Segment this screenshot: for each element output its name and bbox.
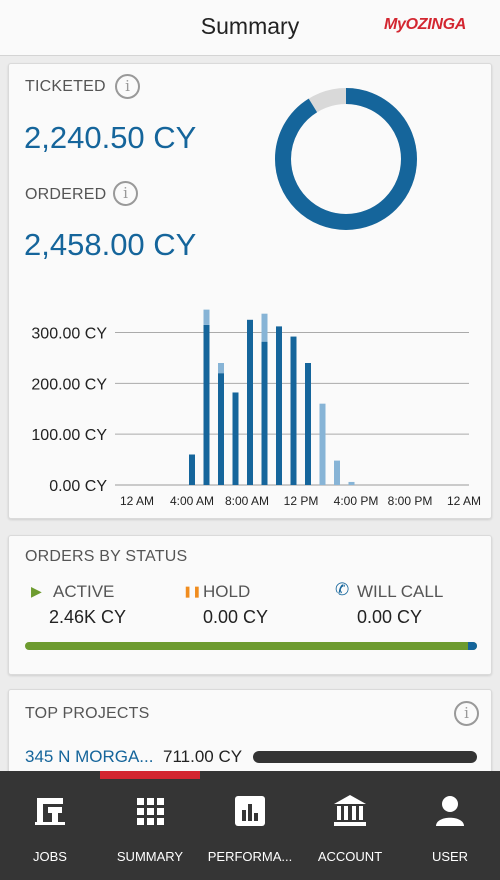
hourly-bar-chart: 0.00 CY 100.00 CY 200.00 CY 300.00 CY 12 AM 4…: [31, 309, 481, 508]
bar-chart-icon: [235, 796, 265, 826]
nav-account[interactable]: ACCOUNT: [300, 771, 400, 880]
nav-user-label: USER: [431, 849, 469, 864]
status-active-label: ACTIVE: [53, 582, 115, 601]
status-progress-bar: [25, 642, 477, 650]
top-projects-info-icon[interactable]: i: [454, 701, 479, 726]
y-tick-label: 200.00 CY: [31, 376, 107, 393]
ordered-value: 2,458.00 CY: [24, 227, 197, 262]
jobs-icon: [35, 798, 65, 825]
ticketed-ordered-donut: [275, 88, 417, 230]
nav-user[interactable]: USER: [400, 771, 500, 880]
phone-icon: ✆: [335, 580, 350, 599]
ticketed-value: 2,240.50 CY: [24, 120, 197, 155]
nav-jobs-label: JOBS: [33, 849, 67, 864]
bar-ticketed: [261, 341, 268, 485]
bar-ticketed: [203, 324, 210, 485]
x-tick-label: 8:00 AM: [225, 494, 269, 508]
summary-card: TICKETED i 2,240.50 CY ORDERED i 2,458.0…: [8, 63, 492, 519]
status-hold-value: 0.00 CY: [203, 607, 269, 627]
nav-jobs[interactable]: JOBS: [0, 771, 100, 880]
ordered-label: ORDERED: [25, 186, 107, 203]
x-tick-label: 4:00 PM: [334, 494, 379, 508]
status-will-call-label: WILL CALL: [357, 582, 444, 601]
grid-icon: [137, 798, 164, 825]
orders-by-status-card: ORDERS BY STATUS ▶ ACTIVE 2.46K CY ❚❚ HO…: [8, 535, 492, 675]
x-tick-label: 8:00 PM: [388, 494, 433, 508]
bar-ticketed: [276, 326, 282, 485]
status-will-call-value: 0.00 CY: [357, 607, 423, 627]
status-hold-label: HOLD: [203, 582, 251, 601]
nav-active-indicator: [100, 771, 200, 779]
nav-summary[interactable]: SUMMARY: [100, 771, 200, 880]
bar-ordered-remaining: [348, 481, 355, 485]
bar-ticketed: [290, 336, 297, 485]
project-bar: [253, 751, 477, 763]
top-projects-title: TOP PROJECTS: [25, 705, 150, 722]
bar-ordered-remaining: [218, 363, 224, 374]
y-tick-label: 0.00 CY: [49, 478, 107, 495]
myozinga-logo: MyOZINGA: [383, 16, 466, 33]
status-progress-remainder: [467, 642, 477, 650]
nav-performance[interactable]: PERFORMA...: [200, 771, 300, 880]
bar-ticketed: [189, 454, 195, 485]
nav-summary-label: SUMMARY: [116, 849, 184, 864]
bottom-nav: JOBS SUMMARY PERFORMA... ACCOUNT: [0, 771, 500, 880]
nav-account-label: ACCOUNT: [317, 849, 383, 864]
project-link[interactable]: 345 N MORGA...: [25, 747, 154, 766]
bar-ticketed: [232, 392, 239, 485]
x-tick-label: 12 AM: [120, 494, 154, 508]
status-active-value: 2.46K CY: [49, 607, 127, 627]
ticketed-label: TICKETED: [25, 78, 106, 95]
app-header: Summary MyOZINGA: [0, 0, 500, 56]
bar-ordered-remaining: [319, 403, 326, 485]
page-title: Summary: [200, 13, 300, 39]
donut-ticketed-arc: [275, 88, 417, 230]
x-tick-label: 12 AM: [447, 494, 481, 508]
pause-icon: ❚❚: [183, 586, 202, 598]
play-icon: ▶: [31, 583, 42, 599]
top-projects-card: TOP PROJECTS i 345 N MORGA... 711.00 CY: [8, 689, 492, 779]
bar-ticketed: [305, 363, 311, 485]
y-tick-label: 100.00 CY: [31, 427, 107, 444]
bar-ticketed: [247, 319, 253, 485]
y-tick-label: 300.00 CY: [31, 326, 107, 343]
ordered-info-icon[interactable]: i: [113, 181, 138, 206]
bank-icon: [334, 795, 366, 826]
x-tick-label: 4:00 AM: [170, 494, 214, 508]
project-value: 711.00 CY: [163, 747, 243, 766]
nav-performance-label: PERFORMA...: [207, 849, 293, 864]
bar-ticketed: [218, 373, 224, 485]
bar-ordered-remaining: [203, 309, 210, 325]
bar-ordered-remaining: [261, 313, 268, 342]
orders-by-status-title: ORDERS BY STATUS: [25, 548, 188, 565]
x-tick-label: 12 PM: [284, 494, 319, 508]
user-icon: [436, 796, 464, 826]
bar-ordered-remaining: [334, 460, 340, 485]
ticketed-info-icon[interactable]: i: [115, 74, 140, 99]
